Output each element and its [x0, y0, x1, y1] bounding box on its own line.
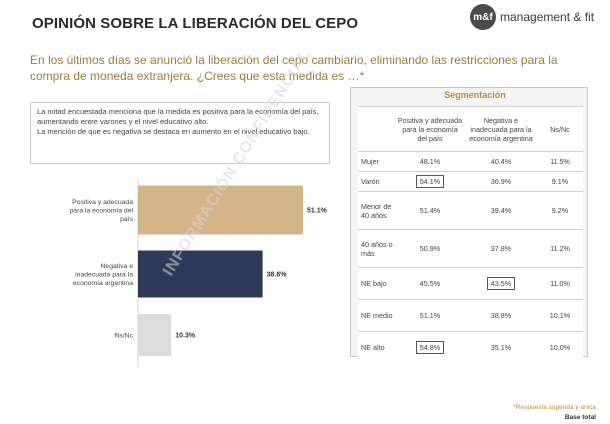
- cell-nsnc: 9.2%: [537, 191, 583, 230]
- logo-text: management & fit: [500, 10, 595, 24]
- summary-paragraph-2: La mención de que es negativa se destaca…: [37, 127, 310, 136]
- cell-nsnc: 10.1%: [537, 299, 583, 332]
- highlighted-value: 43.5%: [486, 277, 516, 290]
- table-row: NE medio 51.1% 38.8% 10.1%: [358, 299, 583, 332]
- summary-box: La mitad encuestada menciona que la medi…: [30, 102, 330, 164]
- bar-3: [138, 314, 172, 356]
- row-label: Mujer: [358, 151, 395, 172]
- row-label: NE bajo: [358, 267, 395, 300]
- cell-nsnc: 11.2%: [537, 229, 583, 268]
- base-note: Base total: [564, 414, 596, 421]
- value-label: 10.3%: [175, 333, 196, 340]
- cell-positive: 51.4%: [395, 191, 465, 230]
- table-row: Varón 54.1% 36.9% 9.1%: [358, 171, 583, 192]
- highlighted-value: 54.8%: [415, 341, 445, 354]
- cell-negative: 35.1%: [465, 331, 537, 363]
- column-header-blank: [358, 106, 395, 152]
- segmentation-title: Segmentación: [444, 90, 506, 100]
- row-label: Varón: [358, 171, 395, 192]
- bar-2: [138, 250, 263, 298]
- cell-positive: 54.8%: [395, 331, 465, 363]
- cell-negative: 43.5%: [465, 267, 537, 300]
- row-label: Menor de 40 años: [358, 191, 395, 230]
- footnote: *Respuesta sugerida y única: [513, 404, 596, 411]
- category-label: Negativa e inadecuada para la economía arg…: [73, 263, 133, 287]
- table-row: Menor de 40 años 51.4% 39.4% 9.2%: [358, 191, 583, 230]
- logo-mark: m&f: [470, 4, 496, 30]
- row-label: NE medio: [358, 299, 395, 332]
- cell-negative: 40.4%: [465, 151, 537, 172]
- cell-positive: 51.1%: [395, 299, 465, 332]
- cell-nsnc: 9.1%: [537, 171, 583, 192]
- value-label: 51.1%: [307, 208, 328, 215]
- summary-paragraph-1: La mitad encuestada menciona que la medi…: [37, 107, 319, 126]
- table-header-row: Positiva y adecuada para la economía del…: [358, 106, 583, 152]
- row-label: NE alto: [358, 331, 395, 363]
- category-label: Ns/Nc: [114, 333, 133, 340]
- segmentation-table: Positiva y adecuada para la economía del…: [358, 106, 583, 363]
- value-label: 38.6%: [267, 272, 288, 279]
- table-row: NE alto 54.8% 35.1% 10.0%: [358, 331, 583, 363]
- bar-1: [138, 185, 303, 235]
- table-row: 40 años o más 50.9% 37.8% 11.2%: [358, 229, 583, 268]
- cell-positive: 45.5%: [395, 267, 465, 300]
- page-title: OPINIÓN SOBRE LA LIBERACIÓN DEL CEPO: [32, 15, 359, 32]
- cell-nsnc: 11.5%: [537, 151, 583, 172]
- cell-negative: 38.8%: [465, 299, 537, 332]
- table-row: NE bajo 45.5% 43.5% 11.0%: [358, 267, 583, 300]
- brand-logo: m&f management & fit: [470, 4, 594, 30]
- cell-positive: 54.1%: [395, 171, 465, 192]
- category-label: Positiva y adecuada para la economía del p…: [70, 199, 134, 223]
- cell-positive: 50.9%: [395, 229, 465, 268]
- column-header-positive: Positiva y adecuada para la economía del…: [395, 106, 465, 152]
- cell-negative: 37.8%: [465, 229, 537, 268]
- highlighted-value: 54.1%: [415, 175, 445, 188]
- column-header-nsnc: Ns/Nc: [537, 106, 583, 152]
- cell-nsnc: 10.0%: [537, 331, 583, 363]
- cell-nsnc: 11.0%: [537, 267, 583, 300]
- cell-positive: 48.1%: [395, 151, 465, 172]
- cell-negative: 36.9%: [465, 171, 537, 192]
- column-header-negative: Negativa e inadecuada para la economía a…: [465, 106, 537, 152]
- row-label: 40 años o más: [358, 229, 395, 268]
- cell-negative: 39.4%: [465, 191, 537, 230]
- table-row: Mujer 48.1% 40.4% 11.5%: [358, 151, 583, 172]
- question-text: En los últimos días se anunció la libera…: [30, 53, 558, 83]
- results-bar-chart: Positiva y adecuada para la economía del p…: [70, 180, 328, 367]
